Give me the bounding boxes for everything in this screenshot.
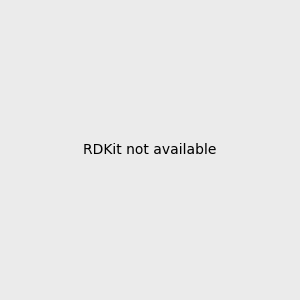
Text: RDKit not available: RDKit not available [83,143,217,157]
